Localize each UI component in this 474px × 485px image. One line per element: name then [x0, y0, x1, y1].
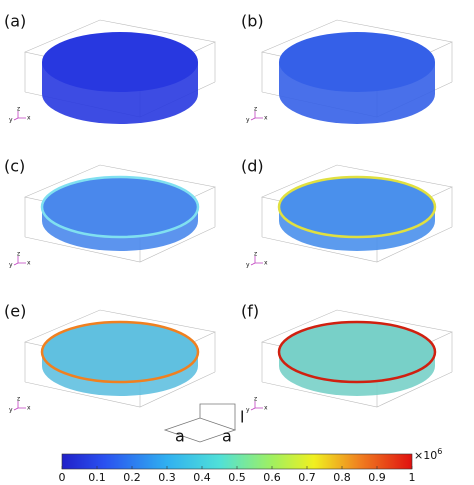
colorbar-tick-label: 0.7: [298, 471, 316, 484]
axes-triad: [250, 401, 263, 411]
disk-top: [40, 175, 200, 239]
sketch-label: a: [222, 427, 232, 446]
triad-label: y: [246, 262, 250, 269]
triad-label: y: [246, 117, 250, 124]
axes-triad: [13, 401, 26, 411]
colorbar-tick-label: 0.6: [263, 471, 281, 484]
triad-label: z: [254, 251, 257, 258]
panel-label: (f): [241, 302, 259, 321]
disk-top: [40, 320, 200, 384]
colorbar-multiplier: ×106: [414, 447, 442, 463]
triad-label: z: [17, 106, 20, 113]
panel: (c) yzx: [4, 157, 216, 269]
axes-triad: [250, 256, 263, 266]
colorbar-tick-label: 1: [409, 471, 416, 484]
disk-top: [277, 320, 437, 384]
triad-label: y: [9, 407, 13, 414]
disk-top: [42, 32, 198, 92]
triad-label: x: [264, 115, 268, 122]
sketch: a a l: [163, 403, 244, 446]
colorbar-tick-label: 0: [59, 471, 66, 484]
colorbar-tick-label: 0.5: [228, 471, 246, 484]
colorbar-tick-label: 0.4: [193, 471, 211, 484]
sketch-label: a: [175, 427, 185, 446]
panel-label: (e): [4, 302, 26, 321]
axes-triad: [13, 111, 26, 121]
sketch-label: l: [240, 408, 244, 427]
triad-label: x: [27, 405, 31, 412]
triad-label: z: [17, 251, 20, 258]
panel-label: (a): [4, 12, 26, 31]
disk-top: [277, 175, 437, 239]
axes-triad: [250, 111, 263, 121]
panel-label: (d): [241, 157, 264, 176]
colorbar-tick-label: 0.2: [123, 471, 141, 484]
panel: (f) yzx: [241, 302, 453, 414]
triad-label: x: [264, 405, 268, 412]
disk-top: [279, 32, 435, 92]
panel: (a) yzx: [4, 12, 216, 124]
triad-label: z: [254, 106, 257, 113]
panel: (e) yzx: [4, 302, 216, 414]
colorbar-tick-label: 0.8: [333, 471, 351, 484]
triad-label: y: [246, 407, 250, 414]
triad-label: x: [27, 115, 31, 122]
colorbar-tick-label: 0.1: [88, 471, 106, 484]
triad-label: z: [17, 396, 20, 403]
triad-label: x: [264, 260, 268, 267]
axes-triad: [13, 256, 26, 266]
panel-label: (b): [241, 12, 264, 31]
triad-label: z: [254, 396, 257, 403]
panel: (b) yzx: [241, 12, 453, 124]
colorbar-tick-label: 0.3: [158, 471, 176, 484]
colorbar-tick-label: 0.9: [368, 471, 386, 484]
triad-label: x: [27, 260, 31, 267]
panel: (d) yzx: [241, 157, 453, 269]
panel-label: (c): [4, 157, 25, 176]
triad-label: y: [9, 117, 13, 124]
triad-label: y: [9, 262, 13, 269]
